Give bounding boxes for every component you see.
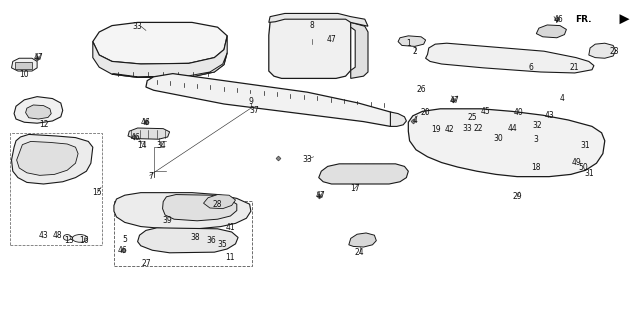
Text: 13: 13	[64, 236, 74, 245]
Text: 46: 46	[141, 118, 151, 127]
Polygon shape	[14, 97, 63, 123]
Text: 33: 33	[302, 155, 312, 164]
Polygon shape	[128, 128, 170, 139]
Polygon shape	[269, 14, 351, 78]
Text: 25: 25	[467, 113, 477, 122]
Polygon shape	[349, 233, 376, 247]
Text: 41: 41	[225, 223, 236, 232]
Polygon shape	[138, 228, 238, 253]
Text: 2: 2	[412, 47, 417, 56]
Text: 48: 48	[52, 231, 63, 240]
Text: 31: 31	[584, 169, 594, 178]
Polygon shape	[351, 22, 368, 78]
Text: 1: 1	[406, 39, 411, 48]
Polygon shape	[26, 105, 51, 119]
Text: 47: 47	[326, 35, 337, 44]
Polygon shape	[93, 36, 227, 77]
Polygon shape	[146, 74, 403, 126]
Text: 17: 17	[349, 184, 360, 193]
Text: 47: 47	[449, 96, 460, 105]
Polygon shape	[269, 13, 368, 26]
Text: 7: 7	[148, 172, 153, 181]
Text: 44: 44	[507, 124, 517, 133]
Polygon shape	[426, 43, 594, 73]
Text: 46: 46	[131, 133, 141, 142]
Text: 34: 34	[156, 141, 166, 150]
Polygon shape	[12, 58, 37, 71]
Bar	[15, 62, 32, 69]
Text: 43: 43	[38, 231, 49, 240]
Text: 18: 18	[532, 163, 541, 172]
Text: 33: 33	[462, 124, 472, 133]
Text: 14: 14	[137, 141, 147, 150]
Polygon shape	[589, 43, 616, 58]
Polygon shape	[536, 25, 566, 38]
Bar	[10, 133, 102, 245]
Text: 21: 21	[570, 63, 579, 72]
Text: 39: 39	[163, 216, 173, 225]
Text: 24: 24	[355, 248, 365, 257]
Text: 4: 4	[559, 94, 564, 103]
Polygon shape	[114, 193, 251, 229]
Text: 47: 47	[315, 191, 325, 200]
Text: 33: 33	[132, 22, 143, 31]
Text: 28: 28	[213, 200, 222, 209]
Polygon shape	[12, 134, 93, 184]
Ellipse shape	[63, 235, 71, 240]
Bar	[114, 201, 252, 266]
Text: 12: 12	[39, 120, 48, 129]
Text: 11: 11	[226, 253, 235, 262]
Text: 23: 23	[609, 47, 620, 56]
Text: 31: 31	[580, 141, 591, 150]
Text: 36: 36	[206, 236, 216, 245]
Text: 8: 8	[310, 21, 315, 30]
Text: 20: 20	[420, 108, 431, 117]
Text: 30: 30	[493, 134, 503, 143]
Text: 4: 4	[412, 116, 417, 125]
Text: 5: 5	[122, 235, 127, 244]
Text: 35: 35	[218, 240, 228, 249]
Text: 19: 19	[431, 125, 442, 134]
Text: 26: 26	[416, 85, 426, 94]
Text: 9: 9	[248, 97, 253, 106]
Text: 50: 50	[579, 164, 589, 172]
Text: 47: 47	[33, 53, 44, 62]
Text: 46: 46	[553, 15, 563, 24]
Text: 42: 42	[444, 125, 454, 134]
Text: FR.: FR.	[575, 15, 592, 24]
Text: 46: 46	[118, 246, 128, 255]
Polygon shape	[93, 22, 227, 64]
Text: 6: 6	[529, 63, 534, 72]
Text: 43: 43	[544, 111, 554, 120]
Text: 49: 49	[571, 158, 581, 167]
Text: 16: 16	[79, 236, 90, 245]
Polygon shape	[390, 112, 406, 126]
Polygon shape	[319, 164, 408, 184]
Polygon shape	[408, 109, 605, 177]
Text: 32: 32	[532, 121, 543, 130]
Polygon shape	[17, 141, 78, 175]
Polygon shape	[204, 195, 236, 209]
Text: 40: 40	[513, 108, 524, 117]
Polygon shape	[112, 53, 227, 77]
Text: 45: 45	[480, 107, 490, 116]
Text: 29: 29	[512, 192, 522, 201]
Polygon shape	[398, 36, 426, 46]
Text: 10: 10	[19, 70, 29, 79]
Text: 37: 37	[250, 106, 260, 115]
Text: 38: 38	[190, 233, 200, 242]
Text: 27: 27	[141, 260, 151, 268]
Text: 15: 15	[92, 188, 102, 197]
Polygon shape	[163, 195, 237, 221]
Text: 3: 3	[534, 135, 539, 144]
Text: 22: 22	[474, 124, 483, 133]
Circle shape	[72, 235, 88, 242]
